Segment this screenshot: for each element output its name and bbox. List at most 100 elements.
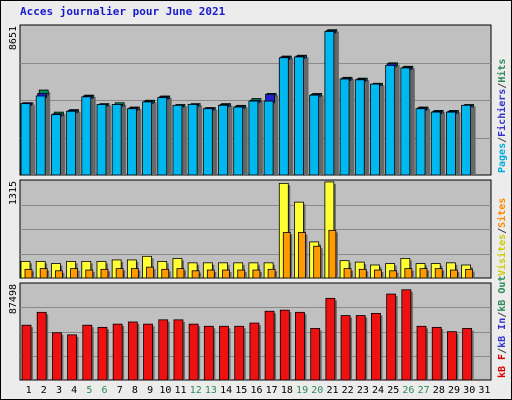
bar-pages bbox=[400, 67, 411, 176]
x-tick-label: 28 bbox=[433, 385, 445, 396]
bar-sites bbox=[358, 268, 367, 279]
bar-pages bbox=[35, 95, 46, 176]
legend-entry: Sites bbox=[496, 198, 508, 228]
bar-pages bbox=[202, 108, 213, 176]
bar-pages bbox=[66, 110, 76, 176]
bar-kb-f bbox=[82, 324, 93, 381]
x-tick-label: 2 bbox=[41, 385, 47, 396]
panel-middle: 1315 Visites/Sites bbox=[8, 179, 508, 279]
panel-top: 8651 Pages/Fichiers/Hits bbox=[8, 24, 508, 176]
y-max-label: 8651 bbox=[8, 26, 19, 50]
bar-sites bbox=[282, 232, 291, 279]
bar-kb-f bbox=[462, 328, 473, 381]
bar-pages bbox=[430, 111, 441, 176]
bar-pages bbox=[218, 104, 228, 176]
bar-kb-f bbox=[127, 321, 138, 381]
bar-pages bbox=[324, 31, 335, 176]
bar-kb-f bbox=[158, 319, 169, 381]
bar-pages bbox=[81, 96, 92, 176]
bar-sites bbox=[450, 269, 458, 279]
legend-top: Pages/Fichiers/Hits bbox=[496, 59, 508, 173]
bar-pages bbox=[461, 104, 472, 176]
bar-kb-f bbox=[173, 319, 184, 381]
bar-pages bbox=[96, 104, 107, 176]
bar-pages bbox=[415, 108, 426, 176]
chart-panels: 8651Pages/Fichiers/Hits1315Visites/Sites… bbox=[8, 24, 508, 381]
x-tick-label: 16 bbox=[250, 385, 262, 396]
legend-entry: kB Out bbox=[497, 276, 508, 312]
x-tick-label: 22 bbox=[342, 385, 354, 396]
bar-kb-f bbox=[386, 293, 397, 381]
bar-pages bbox=[385, 64, 396, 176]
bar-sites bbox=[298, 232, 306, 279]
bar-pages bbox=[446, 111, 456, 176]
x-tick-label: 9 bbox=[147, 385, 153, 396]
x-tick-label: 1 bbox=[26, 385, 32, 396]
bar-kb-f bbox=[249, 322, 260, 381]
bar-kb-f bbox=[143, 323, 153, 381]
bar-pages bbox=[187, 104, 198, 176]
legend-entry: Hits bbox=[496, 59, 508, 83]
legend-entry: Visites bbox=[496, 234, 508, 276]
x-tick-label: 25 bbox=[387, 385, 399, 396]
x-tick-label: 31 bbox=[478, 385, 490, 396]
bar-sites bbox=[54, 270, 63, 279]
bar-sites bbox=[328, 229, 337, 279]
bar-sites bbox=[267, 268, 276, 279]
bar-sites bbox=[70, 268, 78, 279]
y-max-label: 87498 bbox=[8, 284, 19, 314]
x-tick-label: 8 bbox=[132, 385, 138, 396]
bar-sites bbox=[161, 268, 170, 279]
bar-pages bbox=[294, 56, 304, 176]
bar-sites bbox=[404, 268, 413, 279]
bar-kb-f bbox=[431, 326, 442, 381]
bar-kb-f bbox=[203, 325, 214, 381]
bar-pages bbox=[142, 101, 152, 176]
x-tick-label: 4 bbox=[71, 385, 77, 396]
x-tick-label: 21 bbox=[326, 385, 338, 396]
bar-sites bbox=[191, 270, 200, 279]
legend-middle: Visites/Sites bbox=[496, 198, 508, 276]
bar-pages bbox=[111, 104, 122, 176]
x-tick-label: 15 bbox=[235, 385, 247, 396]
bar-pages bbox=[50, 114, 61, 176]
bar-sites bbox=[85, 269, 94, 279]
x-tick-label: 27 bbox=[418, 385, 430, 396]
bar-sites bbox=[222, 269, 230, 279]
x-tick-label: 10 bbox=[159, 385, 171, 396]
bar-sites bbox=[237, 269, 246, 279]
bar-kb-f bbox=[355, 315, 366, 381]
bar-sites bbox=[24, 268, 33, 279]
x-tick-label: 23 bbox=[357, 385, 369, 396]
legend-entry: / bbox=[497, 83, 508, 89]
y-max-label: 1315 bbox=[8, 181, 19, 205]
x-tick-label: 20 bbox=[311, 385, 323, 396]
x-tick-label: 18 bbox=[281, 385, 293, 396]
legend-entry: / bbox=[497, 137, 508, 143]
chart-title: Acces journalier pour June 2021 bbox=[20, 5, 226, 18]
x-tick-label: 14 bbox=[220, 385, 232, 396]
bar-kb-f bbox=[416, 325, 427, 381]
x-tick-label: 12 bbox=[190, 385, 202, 396]
x-tick-label: 7 bbox=[117, 385, 123, 396]
x-tick-label: 13 bbox=[205, 385, 217, 396]
bar-sites bbox=[252, 269, 261, 279]
x-tick-label: 3 bbox=[56, 385, 62, 396]
legend-entry: Fichiers bbox=[496, 89, 508, 137]
bar-pages bbox=[248, 100, 259, 176]
bar-pages bbox=[20, 103, 31, 176]
legend-entry: / bbox=[497, 312, 508, 318]
legend-entry: kB F bbox=[497, 354, 508, 378]
legend-bottom: kB F/kB In/kB Out bbox=[497, 276, 508, 378]
bar-kb-f bbox=[112, 323, 123, 381]
bar-kb-f bbox=[36, 311, 47, 381]
bar-pages bbox=[370, 83, 380, 176]
bar-kb-f bbox=[264, 310, 275, 381]
bar-sites bbox=[465, 268, 474, 279]
bar-sites bbox=[419, 268, 428, 279]
x-tick-label: 29 bbox=[448, 385, 460, 396]
legend-entry: kB In bbox=[497, 318, 508, 348]
bar-pages bbox=[278, 57, 289, 176]
